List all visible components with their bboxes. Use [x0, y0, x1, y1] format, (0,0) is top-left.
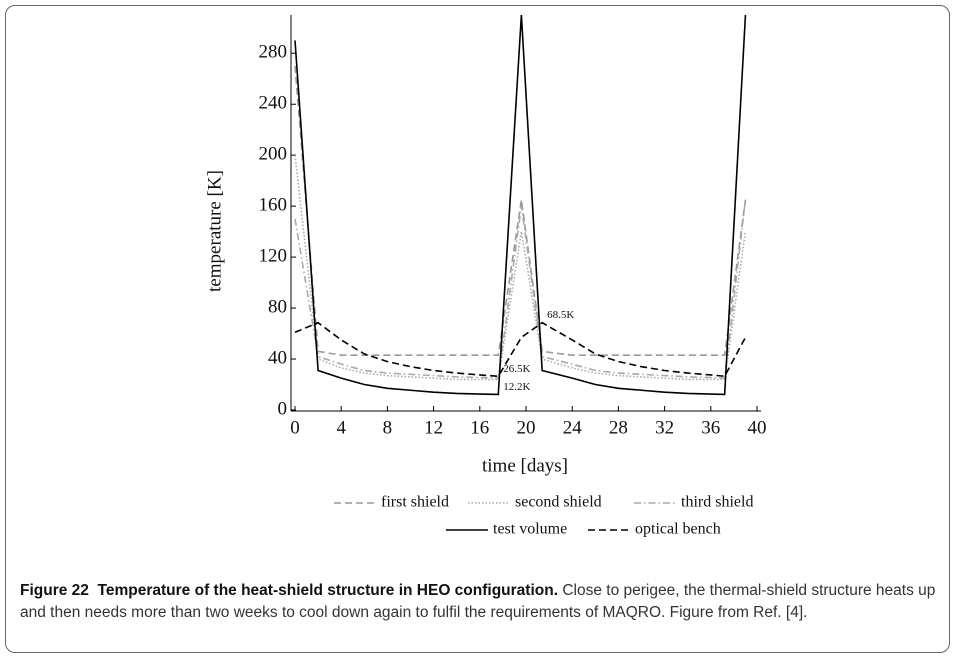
y-tick-label: 40 [268, 347, 287, 368]
x-tick-label: 16 [470, 417, 489, 438]
series-line [294, 155, 747, 381]
chart: time [days] temperature [K] 040801201602… [204, 14, 767, 538]
y-tick-label: 200 [259, 144, 288, 165]
caption-label: Figure 22 [20, 582, 89, 599]
x-tick-label: 32 [655, 417, 674, 438]
caption-text: Close to perigee, the thermal-shield str… [20, 582, 936, 621]
y-axis-label: temperature [K] [204, 170, 225, 292]
x-tick-label: 28 [609, 417, 628, 438]
x-tick-label: 12 [424, 417, 443, 438]
series-line [294, 199, 747, 379]
legend-label: first shield [381, 494, 449, 511]
x-tick-label: 36 [701, 417, 720, 438]
x-tick-label: 40 [748, 417, 767, 438]
figure-frame: time [days] temperature [K] 0 40 80 120 160 2… [5, 5, 950, 653]
legend-label: test volume [493, 521, 567, 538]
y-tick-label: 80 [268, 296, 287, 317]
caption: Figure 22 Temperature of the heat-shield… [20, 580, 940, 624]
y-tick-label: 120 [259, 245, 288, 266]
annotation: 68.5K [547, 309, 574, 321]
x-tick-label: 8 [383, 417, 393, 438]
annotation: 26.5K [503, 363, 530, 375]
x-tick-label: 4 [336, 417, 346, 438]
y-tick-label: 0 [278, 398, 288, 419]
annotation: 12.2K [503, 381, 530, 393]
y-tick-label: 160 [259, 194, 288, 215]
x-axis-label: time [days] [482, 455, 568, 476]
x-tick-label: 24 [563, 417, 583, 438]
series-line [294, 321, 747, 378]
y-tick-label: 240 [259, 93, 288, 114]
x-tick-label: 20 [517, 417, 536, 438]
caption-title: Temperature of the heat-shield structure… [97, 582, 559, 599]
series-line [294, 65, 747, 357]
legend-label: optical bench [635, 521, 721, 538]
x-tick-label: 0 [290, 417, 300, 438]
y-tick-label: 280 [259, 42, 288, 63]
legend-label: third shield [681, 494, 753, 511]
series-line [294, 14, 747, 396]
legend-label: second shield [515, 494, 602, 511]
